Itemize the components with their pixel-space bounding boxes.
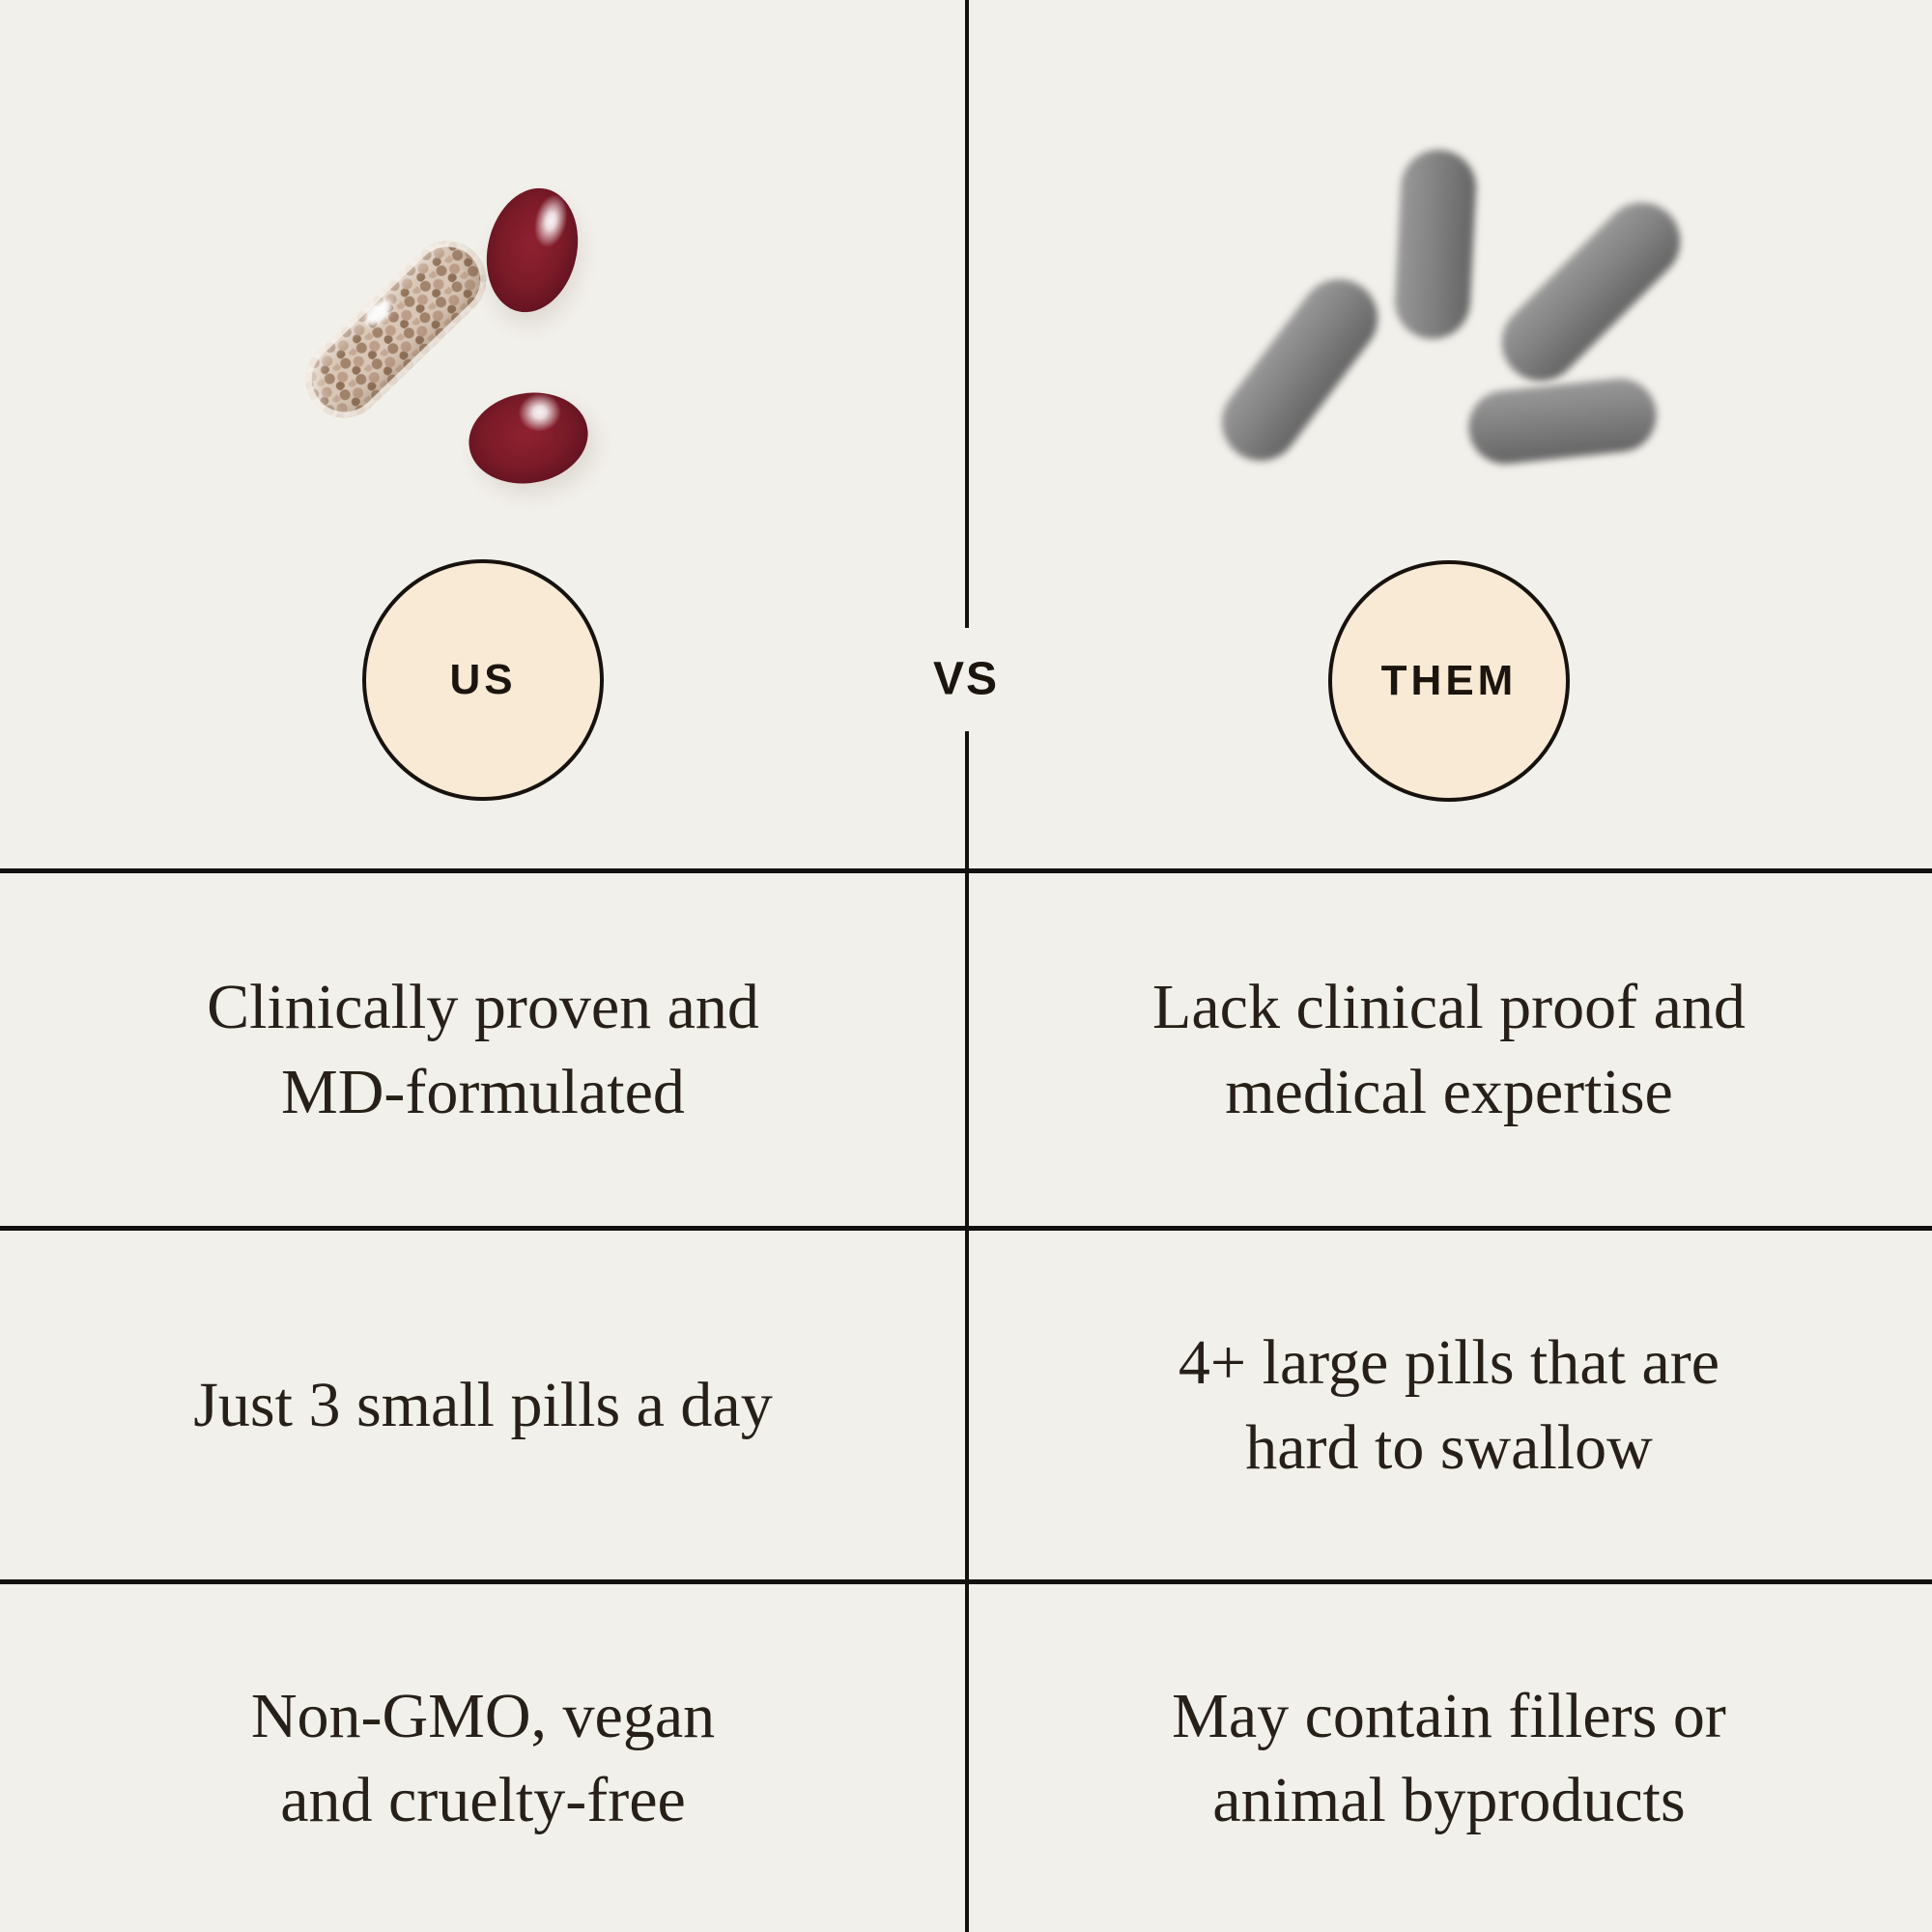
cell-text-line: and cruelty-free <box>280 1765 686 1835</box>
vertical-divider-bottom <box>965 731 969 1932</box>
gray-capsule-2-image <box>1392 148 1479 341</box>
cell-text-line: hard to swallow <box>1245 1411 1653 1483</box>
red-softgel-top-image <box>474 179 590 322</box>
clear-capsule-with-beads-image <box>290 225 502 434</box>
horizontal-divider-2 <box>0 1226 1932 1231</box>
cell-them-row3: May contain fillers or animal byproducts <box>966 1584 1932 1932</box>
us-badge-label: US <box>449 656 517 703</box>
cell-text-line: MD-formulated <box>281 1056 685 1127</box>
cell-text-line: Lack clinical proof and <box>1152 972 1746 1043</box>
cell-us-row1: Clinically proven and MD-formulated <box>0 873 966 1226</box>
cell-text-line: animal byproducts <box>1212 1765 1686 1835</box>
cell-us-row2: Just 3 small pills a day <box>0 1231 966 1579</box>
cell-text-line: May contain fillers or <box>1172 1680 1726 1751</box>
cell-text-line: Just 3 small pills a day <box>193 1369 773 1440</box>
cell-text-line: medical expertise <box>1225 1056 1673 1127</box>
them-badge-label: THEM <box>1380 657 1518 704</box>
red-softgel-bottom-image <box>461 383 596 494</box>
gray-capsule-3-image <box>1486 186 1696 397</box>
cell-text-line: Clinically proven and <box>207 972 759 1043</box>
cell-us-row3: Non-GMO, vegan and cruelty-free <box>0 1584 966 1932</box>
gray-capsule-4-image <box>1464 375 1661 468</box>
them-badge: THEM <box>1328 560 1570 802</box>
vertical-divider-top <box>965 0 969 628</box>
cell-them-row1: Lack clinical proof and medical expertis… <box>966 873 1932 1226</box>
vs-label: VS <box>932 653 1000 705</box>
cell-them-row2: 4+ large pills that are hard to swallow <box>966 1231 1932 1579</box>
horizontal-divider-3 <box>0 1579 1932 1584</box>
us-badge: US <box>362 559 604 801</box>
cell-text-line: 4+ large pills that are <box>1178 1327 1720 1399</box>
cell-text-line: Non-GMO, vegan <box>250 1680 716 1751</box>
horizontal-divider-1 <box>0 868 1932 873</box>
gray-capsule-1-image <box>1206 264 1394 476</box>
